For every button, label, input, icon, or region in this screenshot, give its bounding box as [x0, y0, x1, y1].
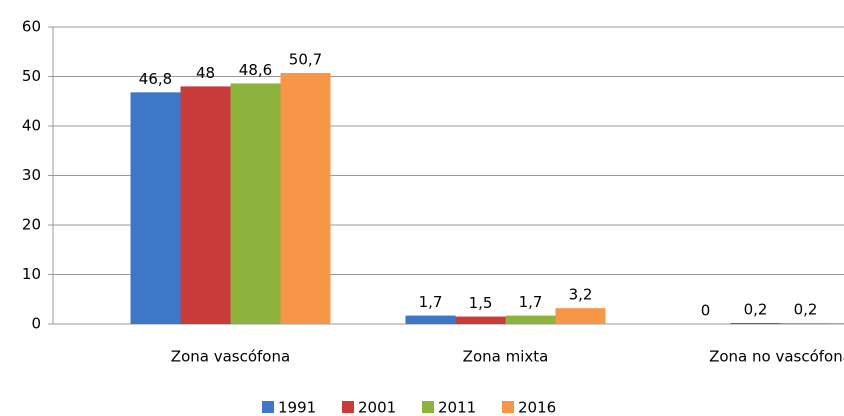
y-tick-label: 0	[31, 315, 41, 333]
bar	[230, 83, 281, 325]
legend-label: 1991	[278, 399, 316, 416]
legend-swatch	[342, 401, 354, 413]
legend-swatch	[262, 401, 274, 413]
legend-swatch	[422, 401, 434, 413]
legend-label: 2011	[438, 399, 476, 416]
legend-label: 2001	[358, 399, 396, 416]
bar	[555, 308, 606, 324]
data-label: 0,2	[794, 301, 818, 319]
data-label: 0	[701, 302, 711, 320]
x-tick-label: Zona no vascófona	[709, 348, 844, 366]
bar	[280, 73, 331, 324]
bar	[830, 323, 844, 324]
bar	[405, 315, 456, 324]
data-label: 48	[196, 64, 215, 82]
bar	[505, 315, 556, 324]
y-tick-label: 20	[22, 216, 41, 234]
bar	[780, 323, 831, 324]
data-label: 3,2	[569, 286, 593, 304]
bar	[455, 316, 506, 324]
bar	[730, 323, 781, 324]
y-tick-label: 50	[22, 67, 41, 85]
data-label: 48,6	[239, 61, 272, 79]
y-tick-label: 60	[22, 18, 41, 36]
x-tick-label: Zona vascófona	[171, 348, 290, 366]
data-label: 1,5	[469, 294, 493, 312]
data-label: 1,7	[519, 293, 543, 311]
data-label: 46,8	[139, 70, 172, 88]
data-label: 1,7	[419, 293, 443, 311]
bar	[180, 86, 231, 325]
legend-swatch	[502, 401, 514, 413]
y-tick-label: 40	[22, 117, 41, 135]
data-label: 0,2	[744, 301, 768, 319]
y-tick-label: 30	[22, 166, 41, 184]
bar	[130, 92, 181, 324]
data-label: 50,7	[289, 51, 322, 69]
y-tick-label: 10	[22, 265, 41, 283]
legend-label: 2016	[518, 399, 556, 416]
x-tick-label: Zona mixta	[463, 348, 549, 366]
